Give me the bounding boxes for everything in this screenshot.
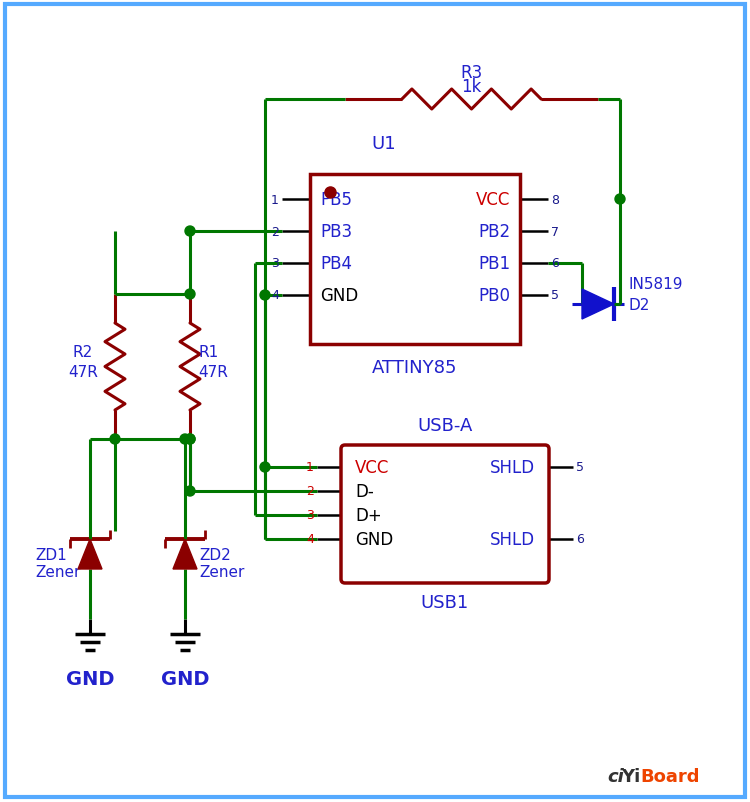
Text: Yi: Yi <box>621 767 640 785</box>
Text: GND: GND <box>355 530 393 549</box>
Text: USB1: USB1 <box>421 593 470 611</box>
Circle shape <box>185 227 195 237</box>
Text: PB5: PB5 <box>320 191 352 209</box>
Text: 4: 4 <box>272 290 279 302</box>
Polygon shape <box>173 539 197 569</box>
Text: 4: 4 <box>306 533 314 546</box>
Text: Zener: Zener <box>35 565 80 579</box>
Text: Zener: Zener <box>199 565 244 579</box>
Polygon shape <box>582 290 614 320</box>
Circle shape <box>110 435 120 444</box>
Circle shape <box>185 486 195 496</box>
Text: 47R: 47R <box>68 365 98 380</box>
Text: GND: GND <box>66 669 114 688</box>
Text: 6: 6 <box>551 257 559 270</box>
Text: 7: 7 <box>551 225 559 238</box>
Text: USB-A: USB-A <box>417 416 472 435</box>
Text: PB4: PB4 <box>320 255 352 273</box>
Text: VCC: VCC <box>476 191 510 209</box>
Text: D-: D- <box>355 482 374 500</box>
FancyBboxPatch shape <box>341 445 549 583</box>
Text: 5: 5 <box>551 290 559 302</box>
Text: R3: R3 <box>460 64 483 82</box>
Circle shape <box>185 435 195 444</box>
FancyBboxPatch shape <box>310 175 520 345</box>
Text: GND: GND <box>160 669 209 688</box>
Text: PB1: PB1 <box>478 255 510 273</box>
Text: Board: Board <box>640 767 700 785</box>
Text: ATTINY85: ATTINY85 <box>372 358 458 376</box>
Circle shape <box>185 290 195 300</box>
Text: IN5819: IN5819 <box>628 277 682 292</box>
Text: D2: D2 <box>628 298 650 313</box>
Text: 1: 1 <box>306 461 314 474</box>
Text: 47R: 47R <box>198 365 228 380</box>
Text: 5: 5 <box>576 461 584 474</box>
Text: 3: 3 <box>272 257 279 270</box>
Text: PB2: PB2 <box>478 223 510 241</box>
Text: U1: U1 <box>371 135 396 153</box>
Text: 2: 2 <box>306 485 314 498</box>
Circle shape <box>260 463 270 472</box>
Text: GND: GND <box>320 286 358 305</box>
Circle shape <box>615 195 625 205</box>
Text: R2: R2 <box>73 345 93 360</box>
Text: 6: 6 <box>576 533 584 546</box>
Text: 8: 8 <box>551 193 559 206</box>
Polygon shape <box>78 539 102 569</box>
Text: PB3: PB3 <box>320 223 352 241</box>
Text: 2: 2 <box>272 225 279 238</box>
Circle shape <box>180 435 190 444</box>
Text: SHLD: SHLD <box>490 459 535 476</box>
Text: PB0: PB0 <box>478 286 510 305</box>
Circle shape <box>185 435 195 444</box>
Circle shape <box>260 290 270 301</box>
Text: D+: D+ <box>355 506 382 525</box>
Text: 1: 1 <box>272 193 279 206</box>
Text: ZD1: ZD1 <box>35 547 67 562</box>
Text: ZD2: ZD2 <box>199 547 231 562</box>
Text: 3: 3 <box>306 508 314 522</box>
Text: R1: R1 <box>198 345 218 360</box>
Text: VCC: VCC <box>355 459 389 476</box>
Text: 1k: 1k <box>461 78 482 96</box>
Text: ci: ci <box>607 767 624 785</box>
Text: SHLD: SHLD <box>490 530 535 549</box>
